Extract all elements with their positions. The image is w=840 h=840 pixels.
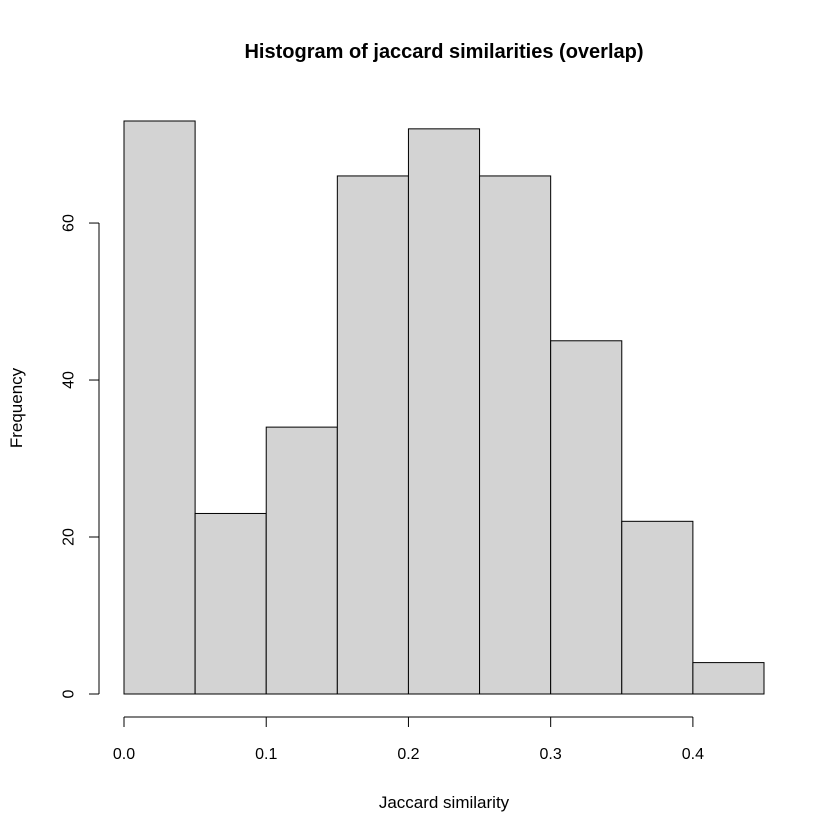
y-axis-label: Frequency xyxy=(7,367,26,448)
y-tick-label-1: 20 xyxy=(61,528,78,546)
histogram-bar-0 xyxy=(123,120,196,695)
x-axis-label: Jaccard similarity xyxy=(379,793,510,812)
bars xyxy=(123,120,765,695)
y-tick-label-3: 60 xyxy=(61,214,78,232)
x-tick-label-3: 0.3 xyxy=(540,746,562,763)
histogram-bar-7 xyxy=(621,520,694,695)
y-tick-label-2: 40 xyxy=(61,371,78,389)
histogram-bar-4 xyxy=(407,128,481,695)
histogram-bar-2 xyxy=(265,426,338,695)
x-axis: 0.0 0.1 0.2 0.3 0.4 xyxy=(113,716,704,763)
x-tick-label-1: 0.1 xyxy=(255,746,277,763)
histogram-bar-8 xyxy=(692,662,765,695)
y-tick-label-0: 0 xyxy=(61,689,78,698)
chart-title: Histogram of jaccard similarities (overl… xyxy=(244,41,643,63)
histogram-bar-1 xyxy=(194,512,267,695)
x-tick-label-4: 0.4 xyxy=(682,746,704,763)
histogram-bar-6 xyxy=(550,340,623,695)
x-tick-label-2: 0.2 xyxy=(397,746,419,763)
x-tick-label-0: 0.0 xyxy=(113,746,135,763)
y-axis: 0 20 40 60 xyxy=(61,214,100,698)
histogram-bar-3 xyxy=(336,175,409,695)
histogram-bar-5 xyxy=(479,175,552,695)
